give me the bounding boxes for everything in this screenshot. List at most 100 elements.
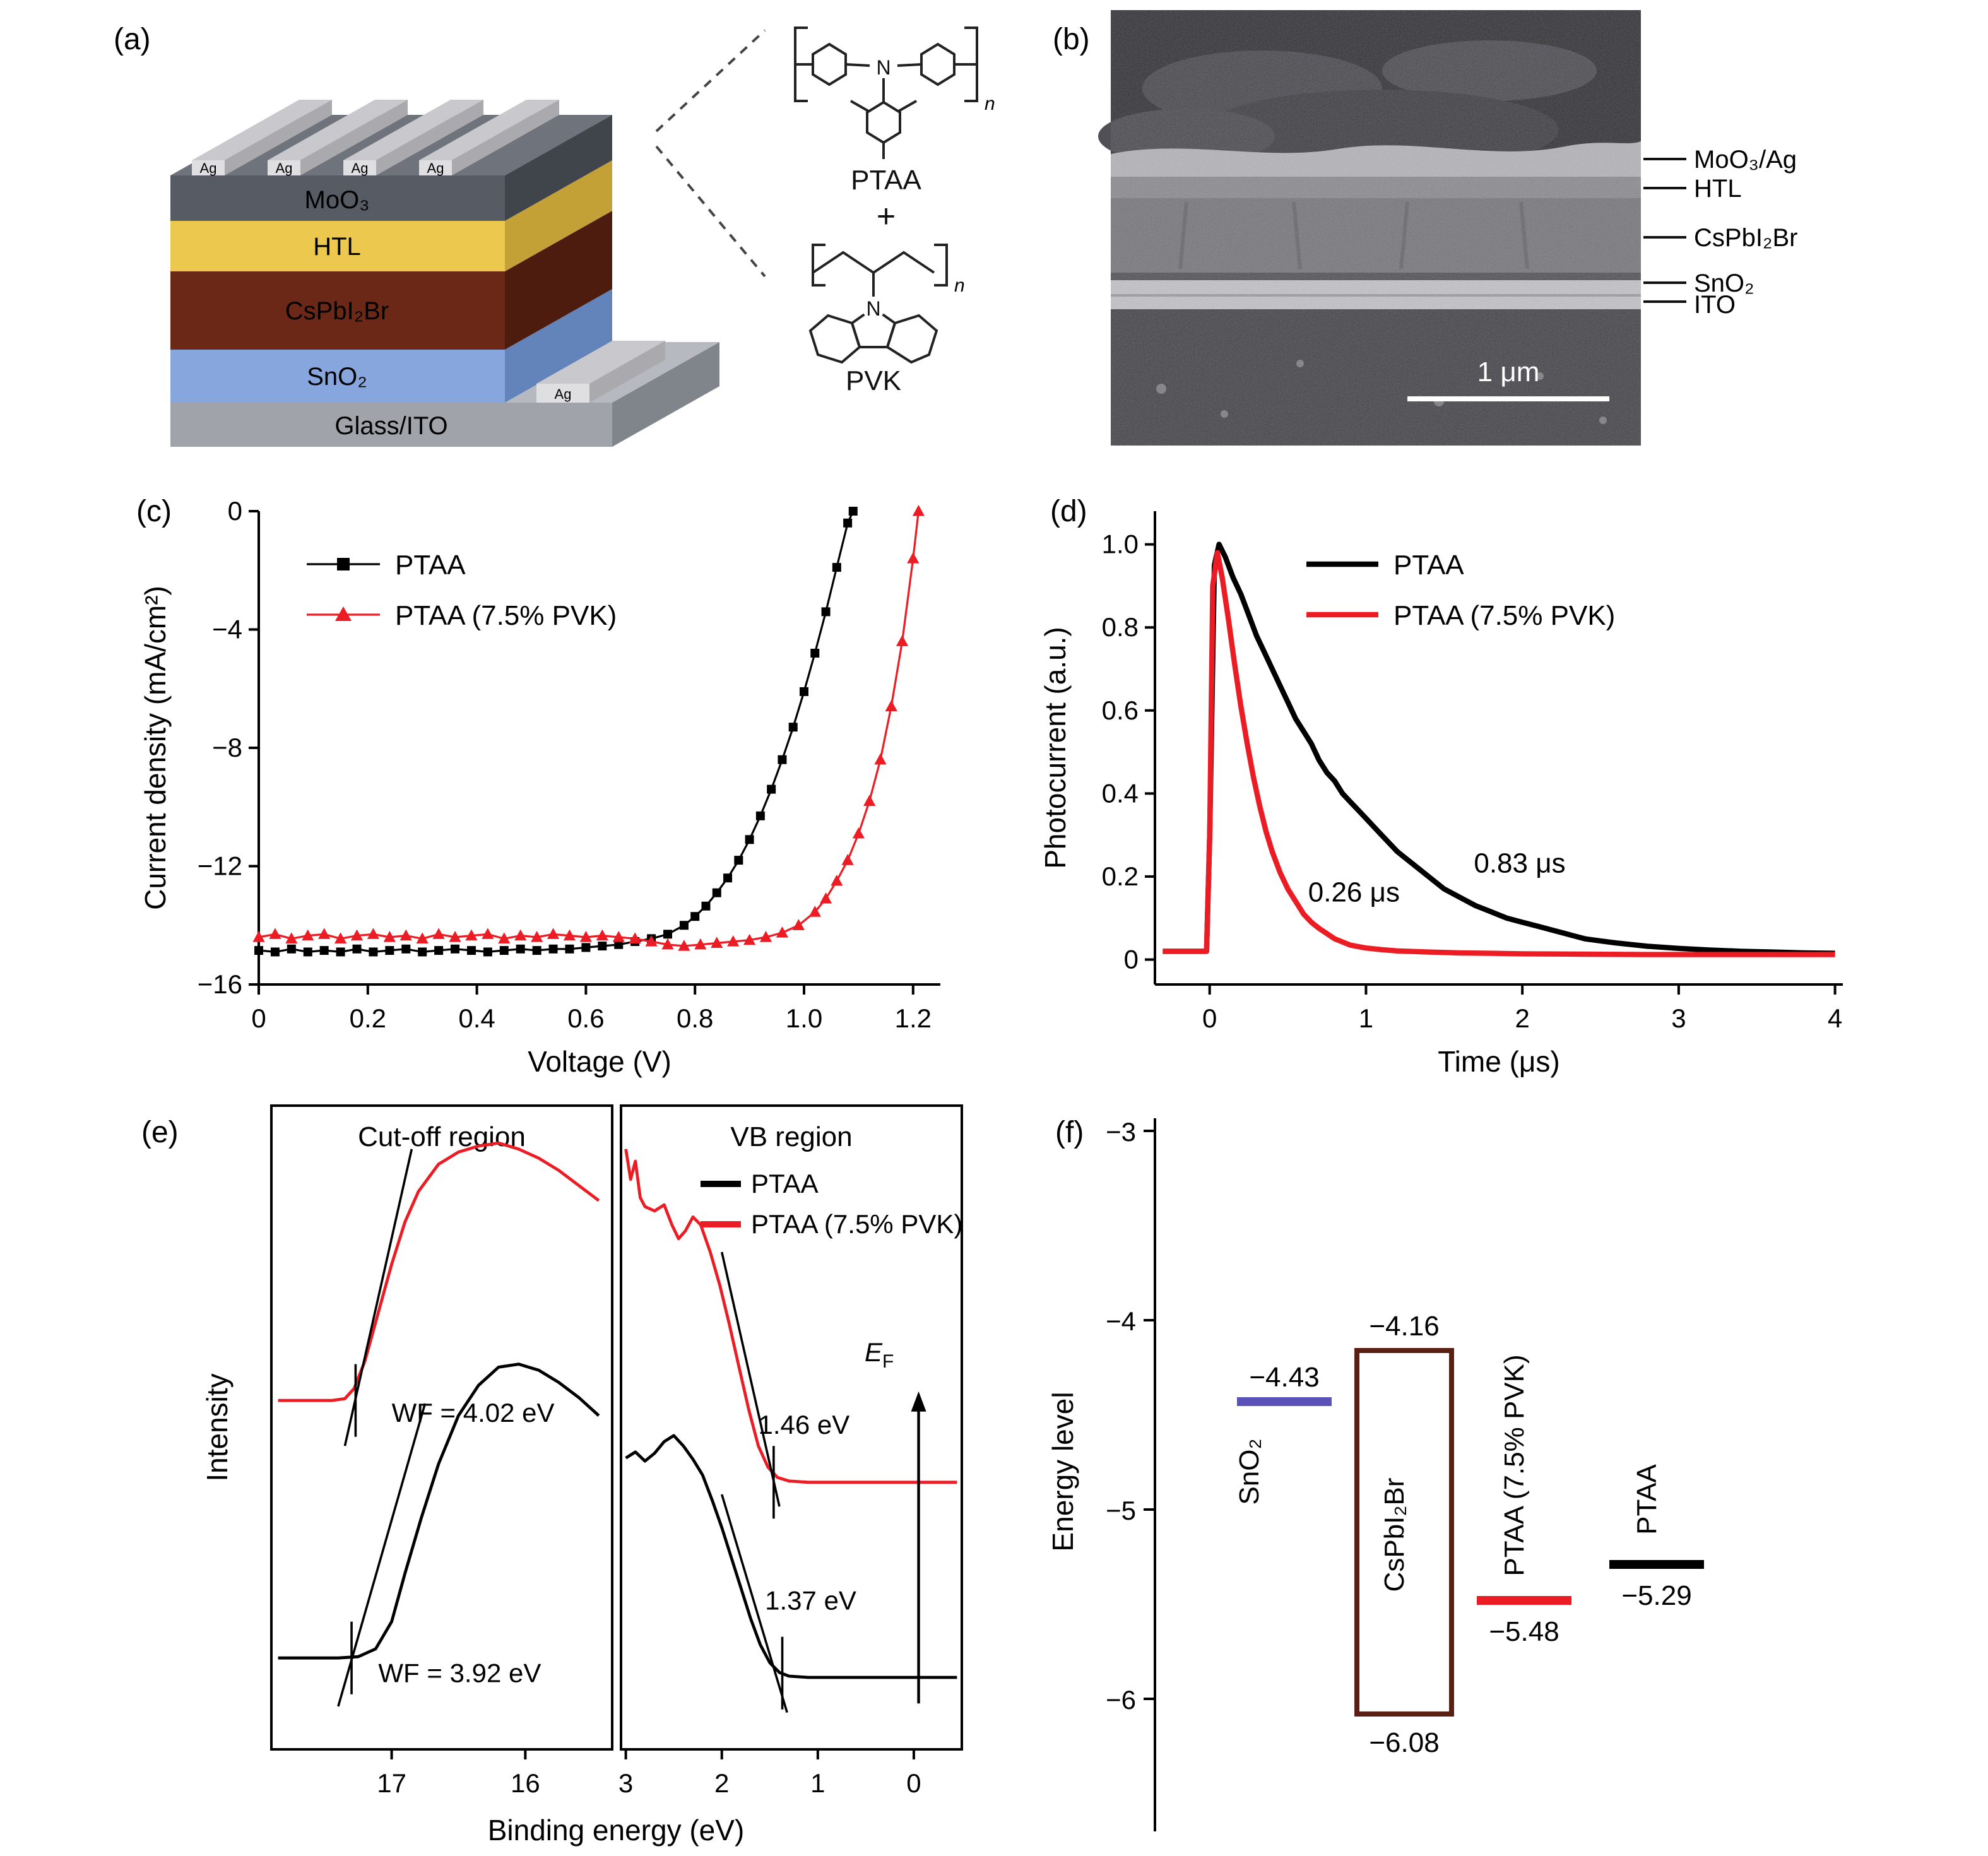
y-tick-label: 0.8 <box>1102 612 1139 642</box>
c-marker-square <box>466 946 476 955</box>
htl-side <box>505 160 612 271</box>
ag-label: Ag <box>276 160 293 176</box>
c-marker-square <box>848 507 858 516</box>
e-x-tick-label: 16 <box>511 1768 540 1798</box>
e-x-tick-label: 1 <box>810 1768 825 1798</box>
y-tick-label: 0 <box>1124 945 1139 974</box>
e-x-tick-label: 17 <box>377 1768 406 1798</box>
c-marker-square <box>434 946 444 955</box>
c-marker-square <box>532 946 541 955</box>
ag-label: Ag <box>200 160 217 176</box>
c-marker-triangle <box>596 929 608 941</box>
c-marker-triangle <box>498 932 511 943</box>
c-marker-square <box>679 921 689 930</box>
c-marker-square <box>734 856 743 865</box>
panel-f-tag: (f) <box>1055 1116 1084 1150</box>
f-y-tick-label: −4 <box>1106 1306 1136 1336</box>
c-marker-triangle <box>432 928 445 939</box>
c-marker-triangle <box>563 929 576 941</box>
f-level-box <box>1354 1348 1454 1717</box>
panel-a-tag: (a) <box>114 23 151 57</box>
f-ylabel: Energy level <box>1046 1392 1079 1551</box>
e-panel-frame <box>270 1104 613 1751</box>
sno2-label: SnO₂ <box>307 363 367 391</box>
c-marker-square <box>451 944 460 954</box>
c-marker-triangle <box>711 937 723 948</box>
panel-b-sem: 1 μm MoO₃/Ag HTL CsPbI₂Br SnO₂ ITO <box>1098 10 1797 446</box>
c-marker-square <box>516 944 525 954</box>
sem-label-sno2: SnO₂ <box>1694 269 1754 297</box>
c-marker-triangle <box>885 700 897 711</box>
c-marker-square <box>663 930 672 939</box>
f-y-tick-label: −5 <box>1106 1496 1136 1525</box>
panel-e-ups-chart: 17 16 Cut-off region WF = 4.02 eV WF = 3.92 … <box>201 1104 963 1847</box>
ag-label: Ag <box>555 386 572 402</box>
f-value-label: −4.43 <box>1249 1362 1319 1393</box>
c-marker-square <box>701 901 711 911</box>
e-annotation: WF = 4.02 eV <box>392 1398 555 1427</box>
c-marker-square <box>565 944 574 954</box>
ag-finger: Ag <box>419 100 559 176</box>
ag-finger: Ag <box>268 100 408 176</box>
x-tick-label: 0 <box>1202 1003 1217 1033</box>
c-marker-triangle <box>852 827 865 839</box>
c-marker-triangle <box>776 926 789 938</box>
c-marker-triangle <box>759 931 772 942</box>
e-curve <box>278 1141 600 1402</box>
e-annotation: WF = 3.92 eV <box>378 1658 541 1688</box>
x-tick-label: 3 <box>1671 1003 1686 1033</box>
c-marker-square <box>810 649 820 658</box>
c-marker-square <box>401 944 411 954</box>
c-marker-square <box>303 947 312 957</box>
d-legend-label: PTAA <box>1393 550 1464 581</box>
c-marker-triangle <box>579 931 592 942</box>
y-tick-label: 0.2 <box>1102 861 1139 891</box>
sem-scalebar: 1 μm <box>1407 357 1609 401</box>
c-marker-square <box>548 944 558 954</box>
c-marker-triangle <box>912 505 925 516</box>
c-marker-square <box>483 947 492 957</box>
sem-label-moo3-ag: MoO₃/Ag <box>1694 146 1797 174</box>
c-legend-marker <box>337 558 350 570</box>
e-xlabel: Binding energy (eV) <box>488 1814 745 1847</box>
panel-f-energy-diagram: −3 −4 −5 −6 Energy level −4.43 SnO₂ −4.16 −6.08 C… <box>1046 1117 1704 1831</box>
e-ylabel: Intensity <box>201 1373 234 1481</box>
c-marker-square <box>690 912 700 921</box>
c-marker-square <box>832 563 841 572</box>
sem-label-cspbi2br: CsPbI₂Br <box>1694 224 1797 252</box>
sem-image <box>1098 10 1641 446</box>
sem-label-htl: HTL <box>1694 175 1742 203</box>
c-marker-square <box>254 946 263 955</box>
c-marker-triangle <box>896 635 909 646</box>
c-marker-triangle <box>645 935 658 947</box>
c-marker-square <box>767 784 776 794</box>
f-level-name: PTAA (7.5% PVK) <box>1499 1354 1530 1576</box>
f-y-tick-label: −6 <box>1106 1685 1136 1715</box>
c-marker-square <box>418 947 427 957</box>
glass-front <box>170 403 612 447</box>
sno2-side <box>505 289 612 403</box>
ptaa-label: PTAA <box>851 165 921 196</box>
x-tick-label: 2 <box>1515 1003 1529 1033</box>
e-annotation: 1.37 eV <box>765 1585 856 1615</box>
e-panel-title: Cut-off region <box>358 1121 526 1152</box>
c-marker-square <box>843 518 853 528</box>
c-marker-triangle <box>678 940 690 951</box>
htl-label: HTL <box>313 233 361 261</box>
c-marker-square <box>788 723 798 732</box>
d-xlabel: Time (μs) <box>1438 1045 1559 1078</box>
c-marker-square <box>319 946 329 955</box>
y-tick-label: 0.6 <box>1102 695 1139 725</box>
pvk-structure <box>808 244 948 364</box>
c-marker-triangle <box>383 931 396 942</box>
f-y-tick-label: −3 <box>1106 1117 1136 1147</box>
y-tick-label: 0.4 <box>1102 778 1139 808</box>
moo3-front <box>170 175 505 221</box>
c-marker-triangle <box>547 928 560 939</box>
c-marker-triangle <box>819 892 832 904</box>
c-marker-triangle <box>743 933 756 945</box>
c-marker-square <box>336 947 345 957</box>
cspbi2br-label: CsPbI₂Br <box>285 297 389 325</box>
